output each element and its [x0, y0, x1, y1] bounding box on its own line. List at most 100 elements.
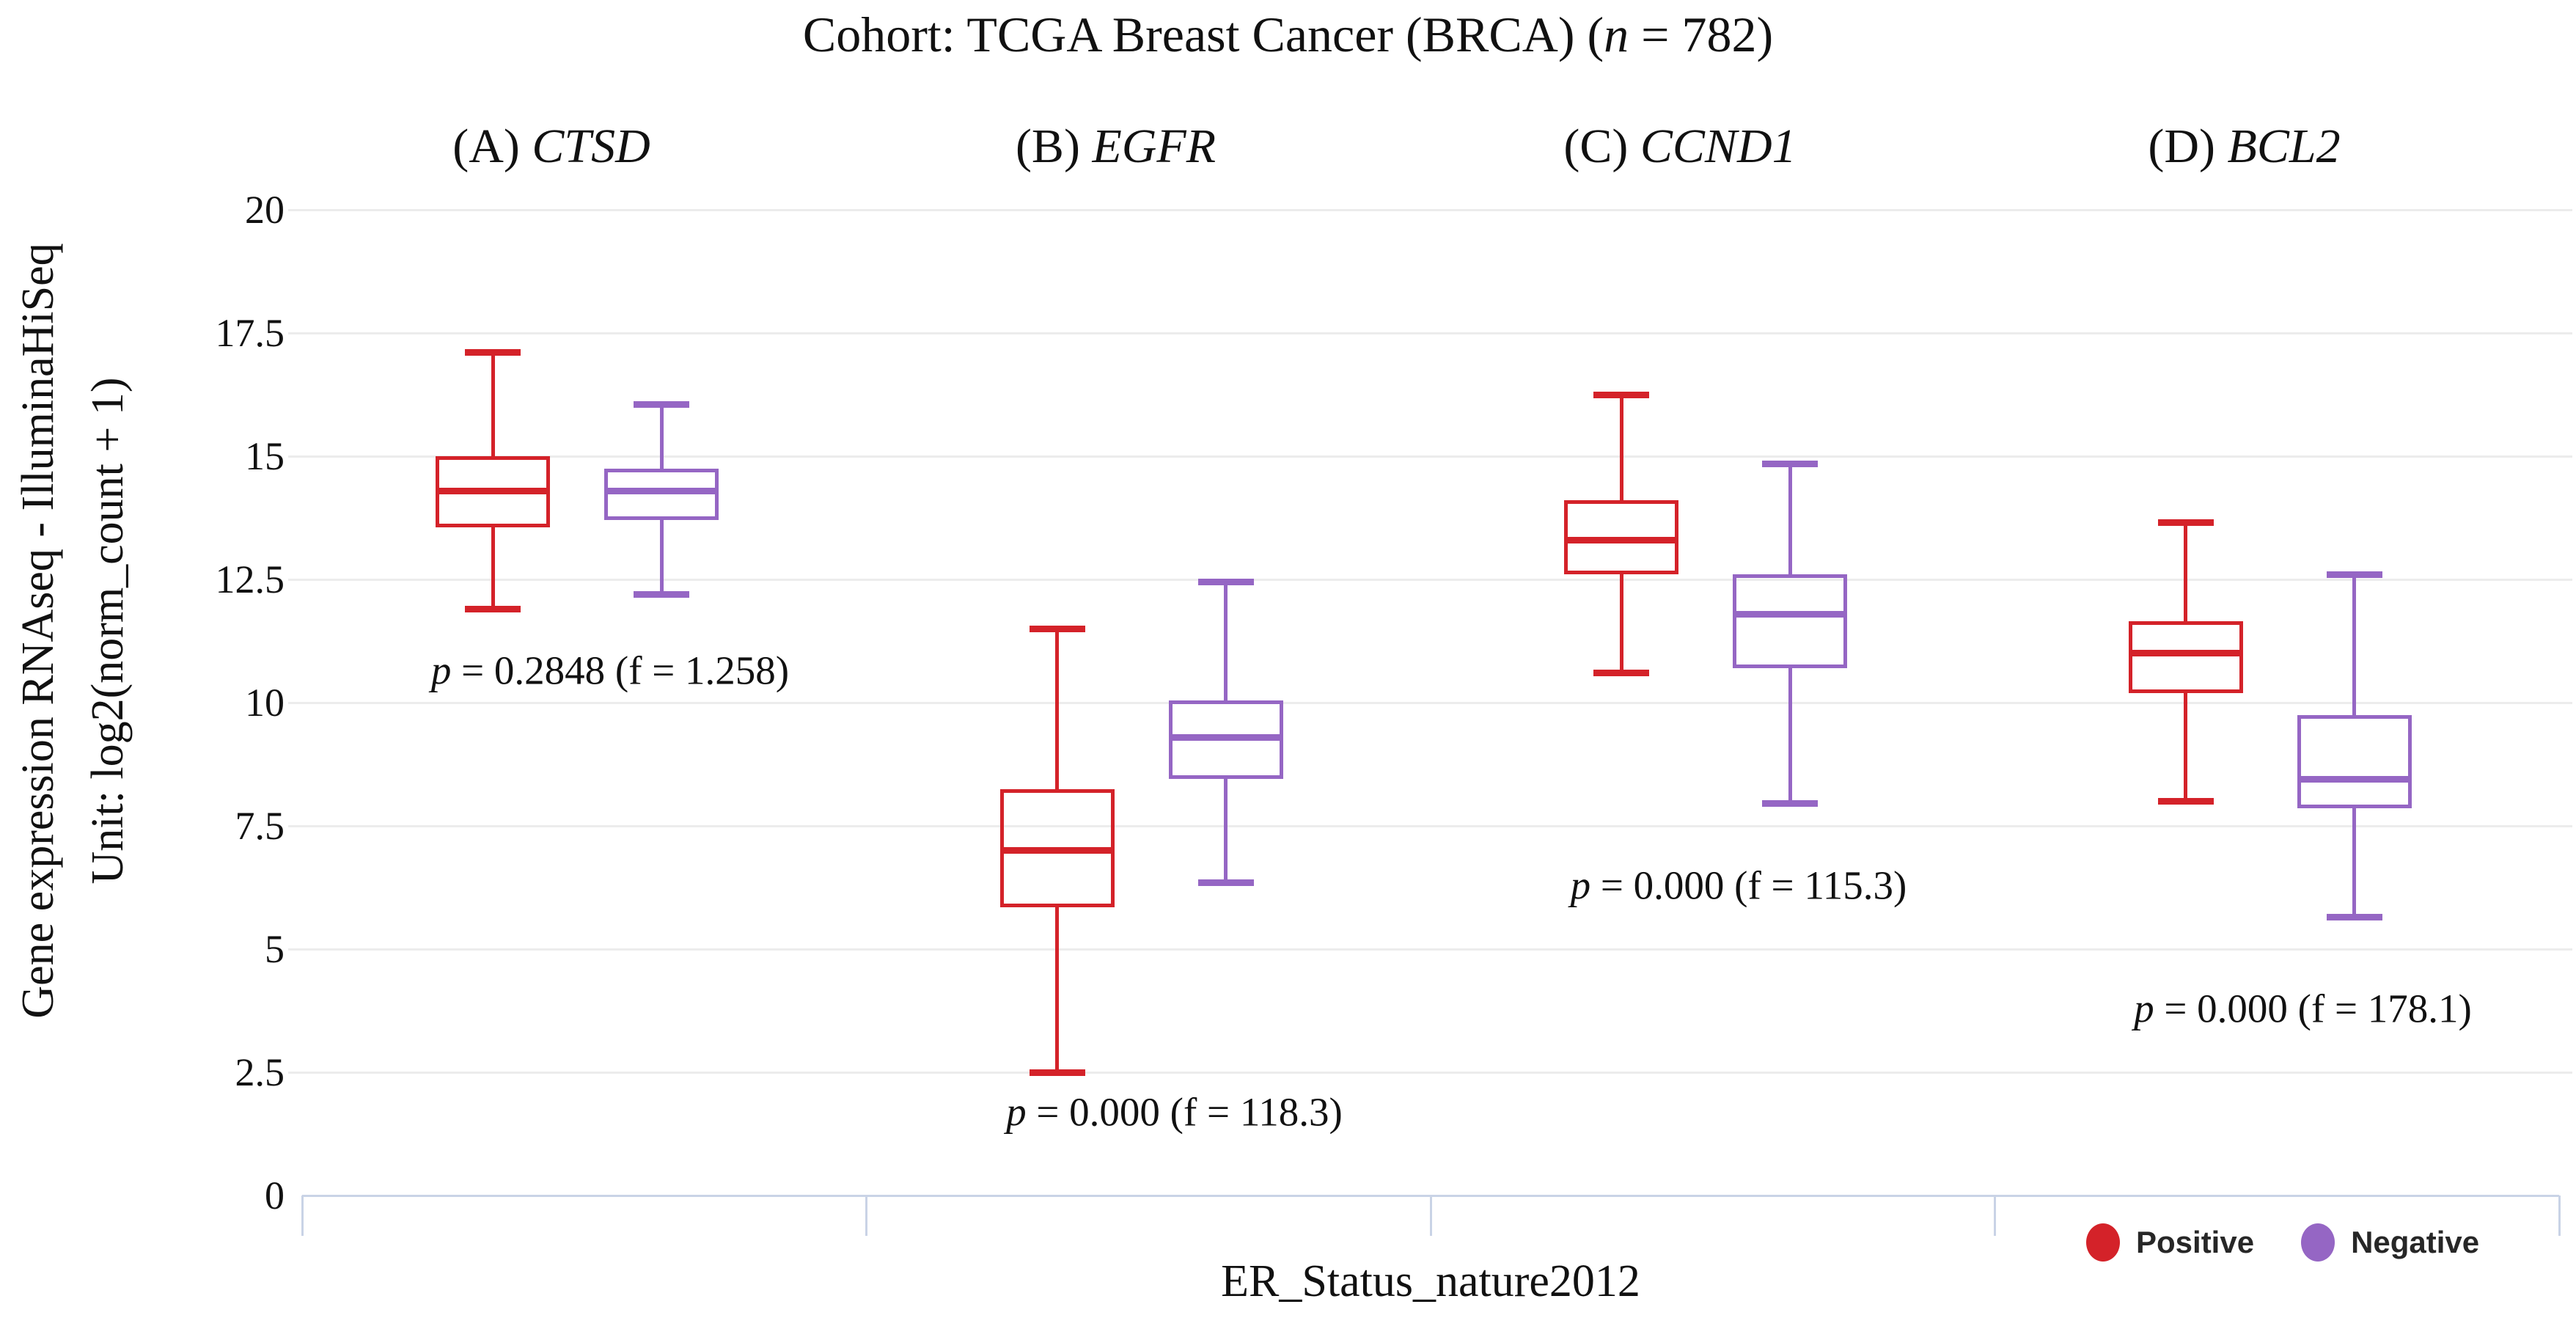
chart-title-prefix: Cohort: TCGA Breast Cancer (BRCA) (: [802, 7, 1604, 62]
y-tick-label: 15: [245, 434, 285, 478]
gridline-y-10: [288, 701, 2572, 704]
p-value-text: = 0.000 (f = 115.3): [1590, 863, 1907, 908]
y-tick-label: 0: [265, 1174, 285, 1218]
chart-title-n-variable: n: [1604, 7, 1629, 62]
whisker-lower-cap-bcl2-positive: [2157, 797, 2214, 805]
whisker-upper-stem-egfr-positive: [1055, 629, 1059, 789]
gridline-y-12.5: [288, 578, 2572, 581]
y-tick-label: 7.5: [235, 804, 285, 848]
legend-negative-dot-icon[interactable]: [2301, 1223, 2335, 1262]
panel-gene-name: CCND1: [1640, 120, 1797, 173]
panel-gene-name: CTSD: [532, 120, 650, 173]
panel-label-bcl2: (D) BCL2: [2148, 119, 2340, 175]
panel-label-ccnd1: (C) CCND1: [1563, 119, 1796, 175]
gridline-y-15: [288, 455, 2572, 458]
p-variable: p: [2134, 986, 2154, 1031]
whisker-upper-stem-ccnd1-negative: [1788, 464, 1792, 575]
whisker-upper-stem-ctsd-positive: [491, 352, 495, 456]
whisker-upper-cap-bcl2-positive: [2157, 519, 2214, 527]
p-value-text: = 0.2848 (f = 1.258): [451, 648, 790, 693]
whisker-lower-stem-egfr-positive: [1055, 907, 1059, 1072]
x-axis-label: ER_Status_nature2012: [1221, 1256, 1640, 1306]
y-tick-label: 12.5: [215, 557, 285, 601]
p-variable: p: [1006, 1089, 1027, 1135]
box-bcl2-positive[interactable]: [2128, 621, 2243, 693]
whisker-lower-stem-ccnd1-negative: [1788, 667, 1792, 804]
whisker-lower-stem-ctsd-negative: [659, 520, 664, 595]
panel-letter: (C): [1563, 120, 1640, 173]
median-line-egfr-negative: [1168, 733, 1283, 741]
box-ccnd1-negative[interactable]: [1733, 574, 1847, 668]
y-tick-label: 10: [245, 681, 285, 725]
whisker-upper-stem-ccnd1-positive: [1619, 395, 1623, 501]
panel-letter: (A): [452, 120, 532, 173]
whisker-upper-cap-ctsd-negative: [634, 400, 689, 408]
whisker-lower-cap-ctsd-positive: [465, 605, 521, 612]
p-variable: p: [430, 648, 452, 693]
whisker-upper-cap-ctsd-positive: [465, 349, 521, 356]
x-tick-mark: [2558, 1196, 2561, 1236]
y-tick-label: 17.5: [215, 311, 285, 355]
whisker-upper-stem-bcl2-negative: [2352, 574, 2356, 715]
gridline-y-5: [288, 948, 2572, 951]
p-value-annotation-bcl2: p = 0.000 (f = 178.1): [2134, 985, 2472, 1031]
y-tick-label: 2.5: [235, 1050, 285, 1094]
box-bcl2-negative[interactable]: [2297, 714, 2412, 809]
y-tick-label: 20: [245, 188, 285, 232]
median-line-bcl2-negative: [2297, 775, 2412, 783]
y-tick-label: 5: [265, 927, 285, 971]
whisker-lower-stem-bcl2-positive: [2184, 692, 2187, 802]
gridline-y-20: [288, 208, 2572, 211]
legend-positive-label[interactable]: Positive: [2136, 1225, 2255, 1259]
whisker-lower-stem-ccnd1-positive: [1619, 574, 1623, 673]
whisker-lower-cap-ccnd1-positive: [1593, 670, 1649, 677]
x-tick-mark: [1429, 1196, 1432, 1236]
whisker-upper-stem-bcl2-positive: [2184, 522, 2187, 622]
legend-positive-dot-icon[interactable]: [2086, 1223, 2120, 1262]
whisker-lower-cap-ctsd-negative: [634, 590, 689, 598]
panel-gene-name: BCL2: [2227, 120, 2341, 173]
panel-label-egfr: (B) EGFR: [1016, 119, 1216, 175]
whisker-lower-cap-ccnd1-negative: [1762, 800, 1818, 808]
whisker-upper-cap-egfr-negative: [1197, 578, 1254, 585]
whisker-upper-cap-bcl2-negative: [2326, 571, 2382, 578]
whisker-lower-stem-ctsd-positive: [491, 527, 495, 609]
gridline-y-17.5: [288, 332, 2572, 334]
gridline-y-7.5: [288, 824, 2572, 827]
p-value-text: = 0.000 (f = 118.3): [1026, 1089, 1343, 1135]
whisker-upper-cap-ccnd1-negative: [1762, 460, 1818, 467]
whisker-upper-stem-ctsd-negative: [659, 404, 664, 469]
median-line-ctsd-negative: [604, 487, 719, 494]
x-tick-mark: [301, 1196, 304, 1236]
x-tick-mark: [1994, 1196, 1996, 1236]
p-variable: p: [1570, 863, 1591, 908]
chart-title: Cohort: TCGA Breast Cancer (BRCA) (n = 7…: [0, 6, 2576, 64]
p-value-annotation-egfr: p = 0.000 (f = 118.3): [1006, 1088, 1343, 1135]
box-ctsd-negative[interactable]: [604, 468, 719, 521]
median-line-egfr-positive: [999, 847, 1115, 854]
gridline-y-2.5: [288, 1071, 2572, 1074]
p-value-text: = 0.000 (f = 178.1): [2154, 986, 2472, 1031]
panel-letter: (B): [1015, 120, 1093, 173]
chart-title-suffix: = 782): [1629, 7, 1774, 62]
whisker-lower-stem-egfr-negative: [1224, 779, 1228, 883]
whisker-upper-stem-egfr-negative: [1224, 582, 1228, 700]
legend: Positive Negative: [2086, 1220, 2526, 1264]
legend-negative-label[interactable]: Negative: [2351, 1225, 2480, 1259]
median-line-bcl2-positive: [2128, 650, 2243, 657]
median-line-ctsd-positive: [436, 487, 550, 494]
whisker-lower-stem-bcl2-negative: [2352, 808, 2356, 918]
median-line-ccnd1-positive: [1564, 536, 1678, 543]
whisker-upper-cap-ccnd1-positive: [1593, 391, 1649, 398]
whisker-upper-cap-egfr-positive: [1029, 625, 1085, 632]
whisker-lower-cap-bcl2-negative: [2326, 913, 2382, 920]
panel-label-ctsd: (A) CTSD: [452, 119, 650, 175]
panel-letter: (D): [2148, 120, 2228, 173]
median-line-ccnd1-negative: [1733, 610, 1847, 618]
p-value-annotation-ccnd1: p = 0.000 (f = 115.3): [1571, 862, 1907, 908]
x-tick-mark: [865, 1196, 867, 1236]
p-value-annotation-ctsd: p = 0.2848 (f = 1.258): [431, 648, 789, 694]
whisker-lower-cap-egfr-negative: [1197, 879, 1254, 886]
whisker-lower-cap-egfr-positive: [1029, 1069, 1085, 1076]
